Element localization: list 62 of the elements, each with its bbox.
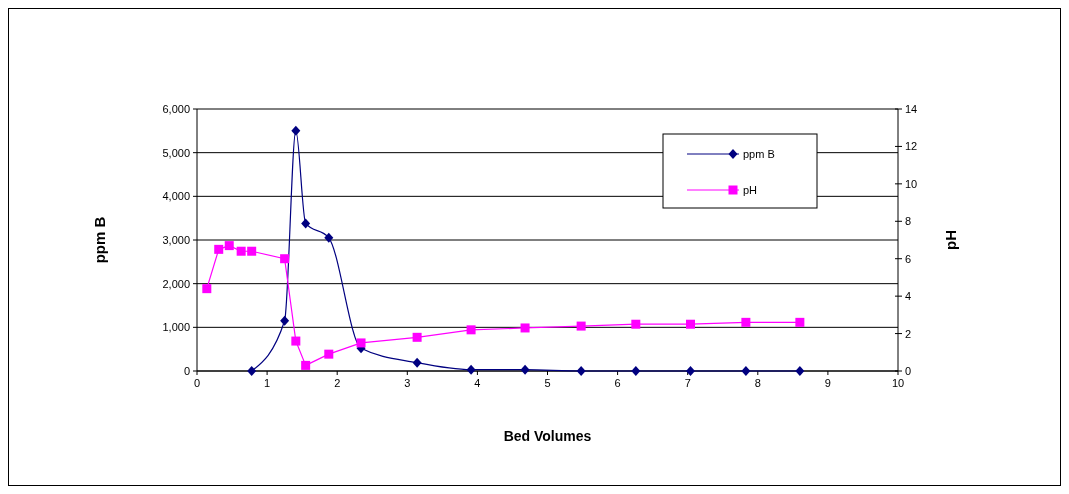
y2-tick-label: 6 [905, 252, 912, 265]
y-tick-label: 2,000 [162, 277, 190, 290]
x-tick-label: 6 [614, 377, 621, 389]
point [686, 366, 695, 376]
point [280, 254, 290, 264]
y2-tick-label: 0 [905, 365, 912, 377]
x-tick-label: 10 [891, 377, 905, 389]
y-tick-label: 5,000 [162, 146, 190, 159]
point [280, 315, 290, 326]
point [631, 319, 641, 329]
y2-axis-title: pH [942, 230, 959, 250]
y2-tick-label: 10 [905, 177, 918, 190]
point [795, 317, 805, 327]
point [202, 284, 212, 294]
point [412, 332, 422, 342]
point [214, 244, 224, 254]
point [356, 338, 366, 348]
y2-tick-label: 4 [905, 290, 912, 303]
point [795, 366, 805, 376]
x-tick-label: 9 [824, 377, 831, 389]
point [224, 241, 234, 251]
point [466, 325, 476, 335]
legend-label: pH [743, 184, 758, 196]
y-tick-label: 0 [183, 365, 190, 377]
point [247, 246, 257, 256]
x-tick-label: 7 [684, 377, 691, 389]
y2-tick-label: 12 [905, 140, 918, 153]
y-tick-label: 1,000 [162, 321, 190, 334]
point [301, 218, 311, 229]
x-tick-label: 0 [193, 377, 201, 389]
point [520, 364, 530, 375]
y-tick-label: 3,000 [162, 234, 190, 246]
x-tick-label: 3 [404, 377, 411, 389]
point [301, 360, 311, 370]
point [466, 364, 476, 375]
point [520, 323, 530, 333]
point [576, 321, 586, 331]
x-axis-title: Bed Volumes [503, 428, 592, 444]
point [741, 317, 751, 327]
point [236, 246, 246, 256]
x-tick-label: 5 [544, 377, 551, 389]
y-tick-label: 4,000 [162, 190, 190, 203]
y2-tick-label: 2 [905, 327, 912, 340]
x-tick-label: 2 [334, 377, 341, 389]
point [324, 232, 334, 243]
point [576, 366, 586, 376]
point [631, 366, 641, 376]
y2-tick-label: 14 [905, 103, 918, 115]
y-tick-label: 6,000 [162, 103, 190, 115]
point [291, 336, 301, 346]
point [247, 366, 257, 376]
point [412, 357, 422, 368]
x-tick-label: 8 [754, 377, 761, 389]
y2-tick-label: 8 [905, 215, 912, 228]
x-tick-label: 1 [264, 377, 271, 389]
point [291, 125, 301, 136]
x-tick-label: 4 [474, 377, 481, 389]
legend-label: ppm B [743, 148, 775, 160]
point [324, 349, 334, 359]
point [741, 366, 751, 376]
y-axis-title: ppm B [91, 216, 108, 264]
point [686, 319, 695, 329]
